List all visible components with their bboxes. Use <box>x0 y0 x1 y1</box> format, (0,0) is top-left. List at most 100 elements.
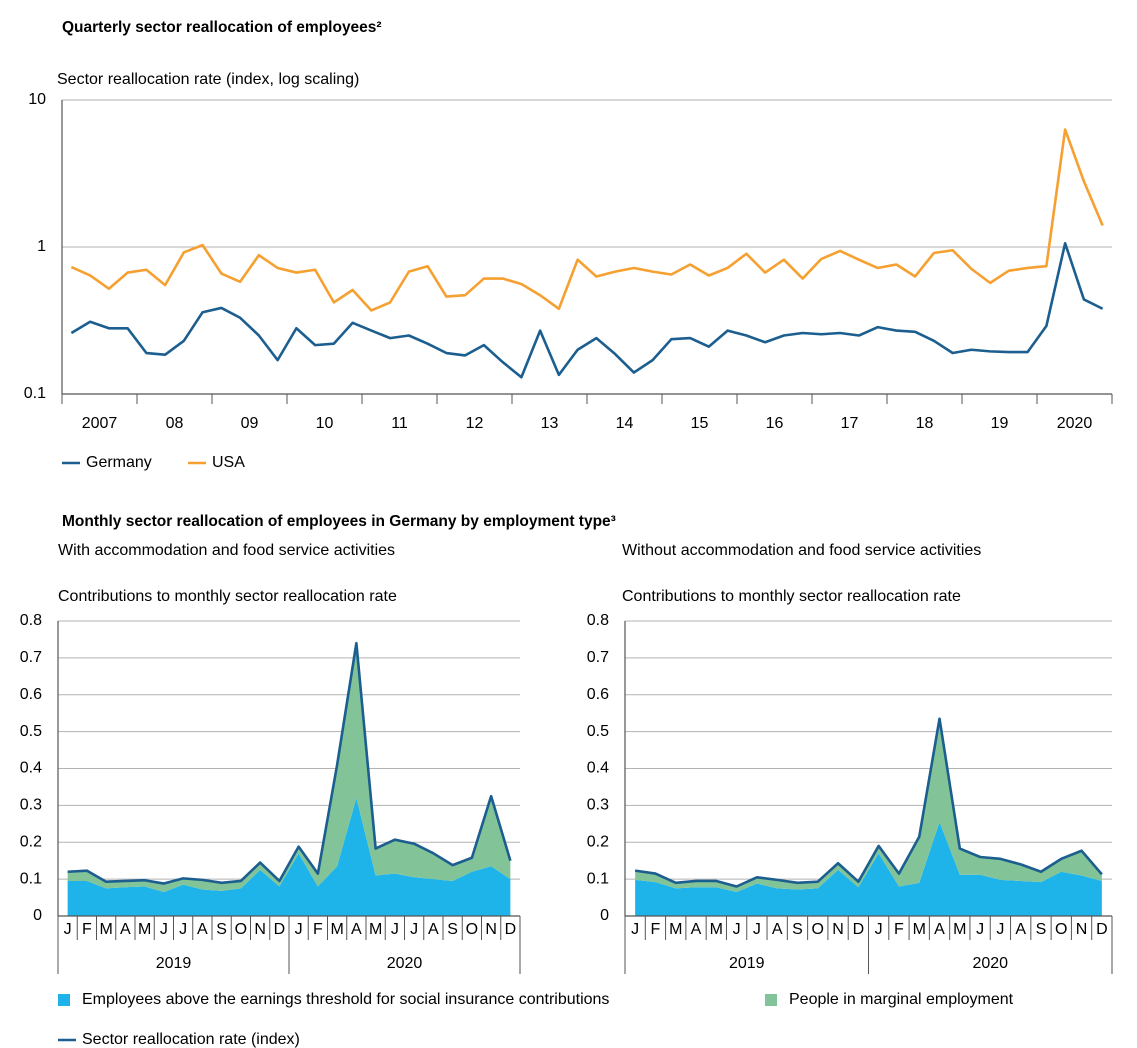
area <box>67 643 511 893</box>
x-tick-label: 08 <box>166 415 184 432</box>
x-tick-label: F <box>651 921 661 938</box>
y-tick-label: 0.2 <box>587 833 609 850</box>
x-tick-label: 2020 <box>1057 415 1093 432</box>
y-axis-label: Contributions to monthly sector realloca… <box>622 588 961 605</box>
x-group-label: 2019 <box>156 955 192 972</box>
x-tick-label: M <box>330 921 343 938</box>
y-tick-label: 0.6 <box>587 686 609 703</box>
y-tick-label: 0.1 <box>20 870 42 887</box>
x-tick-label: 10 <box>316 415 334 432</box>
y-tick-label: 1 <box>37 238 46 255</box>
legend-label: USA <box>212 454 245 471</box>
y-tick-label: 0.2 <box>20 833 42 850</box>
x-tick-label: 09 <box>241 415 259 432</box>
x-tick-label: F <box>313 921 323 938</box>
legend-label: Sector reallocation rate (index) <box>82 1031 300 1048</box>
x-tick-label: 12 <box>466 415 484 432</box>
x-tick-label: 16 <box>766 415 784 432</box>
legend-label: Germany <box>86 454 152 471</box>
legend-label: People in marginal employment <box>789 991 1014 1008</box>
y-tick-label: 0.4 <box>20 760 42 777</box>
x-tick-label: D <box>853 921 865 938</box>
line <box>70 128 1104 312</box>
y-tick-label: 0.7 <box>20 649 42 666</box>
x-tick-label: A <box>351 921 362 938</box>
x-tick-label: S <box>216 921 227 938</box>
x-tick-label: A <box>1015 921 1026 938</box>
x-tick-label: M <box>710 921 723 938</box>
x-tick-label: J <box>160 921 168 938</box>
x-tick-label: O <box>235 921 247 938</box>
x-tick-label: 17 <box>841 415 859 432</box>
x-tick-label: J <box>64 921 72 938</box>
y-tick-label: 0.8 <box>20 612 42 629</box>
y-tick-label: 0.3 <box>20 797 42 814</box>
x-tick-label: J <box>753 921 761 938</box>
y-tick-label: 0.6 <box>20 686 42 703</box>
x-tick-label: D <box>274 921 286 938</box>
x-tick-label: J <box>179 921 187 938</box>
x-tick-label: J <box>996 921 1004 938</box>
y-tick-label: 10 <box>28 91 46 108</box>
y-tick-label: 0.3 <box>587 797 609 814</box>
x-tick-label: M <box>669 921 682 938</box>
y-tick-label: 0 <box>33 907 42 924</box>
legend-swatch <box>765 994 777 1006</box>
x-tick-label: 18 <box>916 415 934 432</box>
x-group-label: 2020 <box>972 955 1008 972</box>
x-tick-label: A <box>197 921 208 938</box>
legend-swatch <box>58 994 70 1006</box>
x-tick-label: S <box>792 921 803 938</box>
x-tick-label: O <box>1055 921 1067 938</box>
x-tick-label: J <box>875 921 883 938</box>
x-tick-label: 19 <box>991 415 1009 432</box>
x-tick-label: J <box>391 921 399 938</box>
x-tick-label: O <box>466 921 478 938</box>
x-tick-label: A <box>120 921 131 938</box>
line <box>67 641 512 885</box>
y-tick-label: 0.4 <box>587 760 609 777</box>
x-tick-label: 2007 <box>82 415 118 432</box>
x-tick-label: A <box>772 921 783 938</box>
x-tick-label: A <box>691 921 702 938</box>
x-group-label: 2020 <box>387 955 423 972</box>
x-tick-label: A <box>428 921 439 938</box>
y-tick-label: 0.5 <box>587 723 609 740</box>
legend-label: Employees above the earnings threshold f… <box>82 991 609 1008</box>
chart-title: Monthly sector reallocation of employees… <box>62 513 616 530</box>
x-tick-label: M <box>913 921 926 938</box>
area <box>635 821 1102 916</box>
x-tick-label: J <box>976 921 984 938</box>
x-tick-label: M <box>953 921 966 938</box>
y-axis-label: Sector reallocation rate (index, log sca… <box>57 71 359 88</box>
area <box>67 798 511 916</box>
x-tick-label: J <box>733 921 741 938</box>
x-tick-label: M <box>369 921 382 938</box>
chart-title: Quarterly sector reallocation of employe… <box>62 19 382 36</box>
area <box>635 718 1102 893</box>
line <box>634 717 1103 888</box>
x-tick-label: D <box>1096 921 1108 938</box>
y-tick-label: 0.1 <box>587 870 609 887</box>
x-tick-label: A <box>934 921 945 938</box>
subtitle: Without accommodation and food service a… <box>622 542 981 559</box>
x-tick-label: O <box>812 921 824 938</box>
y-axis-label: Contributions to monthly sector realloca… <box>58 588 397 605</box>
x-tick-label: D <box>505 921 517 938</box>
x-tick-label: S <box>1036 921 1047 938</box>
y-tick-label: 0.5 <box>20 723 42 740</box>
x-tick-label: N <box>485 921 497 938</box>
x-tick-label: N <box>832 921 844 938</box>
subtitle: With accommodation and food service acti… <box>58 542 395 559</box>
x-tick-label: M <box>138 921 151 938</box>
x-tick-label: F <box>894 921 904 938</box>
line <box>70 241 1104 379</box>
x-tick-label: N <box>254 921 266 938</box>
x-tick-label: J <box>631 921 639 938</box>
y-tick-label: 0.7 <box>587 649 609 666</box>
x-group-label: 2019 <box>729 955 765 972</box>
y-tick-label: 0 <box>600 907 609 924</box>
x-tick-label: 11 <box>391 415 408 432</box>
